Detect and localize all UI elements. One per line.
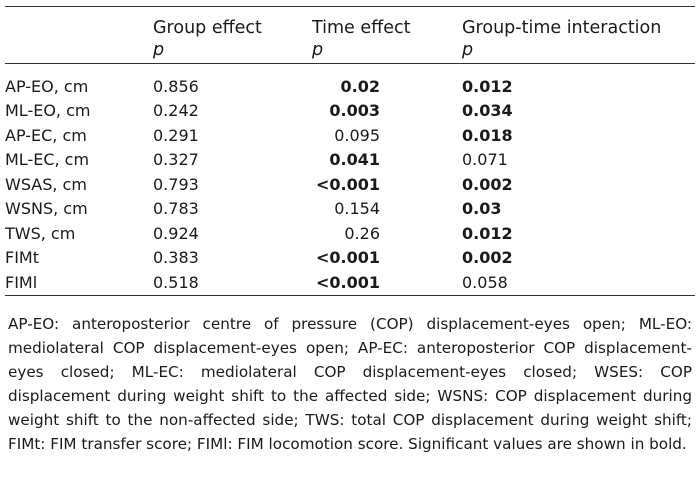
row-label: AP-EC, cm bbox=[5, 125, 87, 145]
table-row: ML-EC, cm 0.327 0.041 0.071 bbox=[5, 148, 695, 173]
interaction-value: 0.018 bbox=[462, 125, 513, 145]
time-effect-cell: 0.26 bbox=[312, 221, 462, 246]
header-time-effect-p: p bbox=[312, 40, 324, 60]
time-effect-value: 0.041 bbox=[329, 150, 380, 170]
group-effect-value: 0.856 bbox=[153, 76, 199, 96]
table-row: WSAS, cm 0.793 <0.001 0.002 bbox=[5, 172, 695, 197]
table-row: FIMl 0.518 <0.001 0.058 bbox=[5, 270, 695, 295]
time-effect-cell: 0.003 bbox=[312, 99, 462, 124]
table-row: ML-EO, cm 0.242 0.003 0.034 bbox=[5, 99, 695, 124]
row-label: FIMl bbox=[5, 272, 38, 292]
group-effect-value: 0.242 bbox=[153, 101, 199, 121]
row-label: TWS, cm bbox=[5, 223, 76, 243]
top-rule bbox=[5, 6, 695, 7]
header-interaction-label: Group-time interaction bbox=[462, 18, 662, 38]
header-group-effect-label: Group effect bbox=[153, 18, 262, 38]
interaction-value: 0.058 bbox=[462, 272, 508, 292]
header-time-effect-label: Time effect bbox=[312, 18, 411, 38]
row-label: WSNS, cm bbox=[5, 199, 88, 219]
time-effect-cell: 0.154 bbox=[312, 197, 462, 222]
group-effect-value: 0.793 bbox=[153, 174, 199, 194]
time-effect-cell: 0.041 bbox=[312, 148, 462, 173]
table-footnote: AP-EO: anteroposterior centre of pressur… bbox=[8, 314, 692, 453]
header-rule bbox=[5, 63, 695, 64]
table-row: TWS, cm 0.924 0.26 0.012 bbox=[5, 221, 695, 246]
time-effect-cell: <0.001 bbox=[312, 270, 462, 295]
row-label: ML-EO, cm bbox=[5, 101, 91, 121]
time-effect-value: <0.001 bbox=[315, 248, 380, 268]
interaction-value: 0.034 bbox=[462, 101, 513, 121]
time-effect-value: 0.02 bbox=[340, 76, 380, 96]
group-effect-value: 0.291 bbox=[153, 125, 199, 145]
time-effect-cell: 0.095 bbox=[312, 123, 462, 148]
bottom-rule bbox=[5, 294, 695, 296]
time-effect-value: 0.26 bbox=[344, 223, 380, 243]
group-effect-value: 0.783 bbox=[153, 199, 199, 219]
table-row: FIMt 0.383 <0.001 0.002 bbox=[5, 246, 695, 271]
interaction-value: 0.012 bbox=[462, 76, 513, 96]
time-effect-cell: 0.02 bbox=[312, 74, 462, 99]
interaction-value: 0.002 bbox=[462, 174, 513, 194]
row-label: WSAS, cm bbox=[5, 174, 87, 194]
interaction-value: 0.012 bbox=[462, 223, 513, 243]
table-row: AP-EC, cm 0.291 0.095 0.018 bbox=[5, 123, 695, 148]
header-interaction: Group-time interaction p bbox=[462, 17, 661, 61]
interaction-value: 0.071 bbox=[462, 150, 508, 170]
time-effect-value: 0.095 bbox=[334, 125, 380, 145]
time-effect-cell: <0.001 bbox=[312, 172, 462, 197]
group-effect-value: 0.518 bbox=[153, 272, 199, 292]
group-effect-value: 0.924 bbox=[153, 223, 199, 243]
header-interaction-p: p bbox=[462, 40, 474, 60]
interaction-value: 0.002 bbox=[462, 248, 513, 268]
header-group-effect-p: p bbox=[153, 40, 165, 60]
group-effect-value: 0.327 bbox=[153, 150, 199, 170]
header-time-effect: Time effect p bbox=[312, 17, 410, 61]
time-effect-value: 0.003 bbox=[329, 101, 380, 121]
row-label: ML-EC, cm bbox=[5, 150, 90, 170]
table-row: WSNS, cm 0.783 0.154 0.03 bbox=[5, 197, 695, 222]
time-effect-value: 0.154 bbox=[334, 199, 380, 219]
group-effect-value: 0.383 bbox=[153, 248, 199, 268]
time-effect-cell: <0.001 bbox=[312, 246, 462, 271]
interaction-value: 0.03 bbox=[462, 199, 502, 219]
table-row: AP-EO, cm 0.856 0.02 0.012 bbox=[5, 74, 695, 99]
time-effect-value: <0.001 bbox=[315, 272, 380, 292]
results-table: Group effect p Time effect p Group-time … bbox=[5, 6, 695, 456]
table-header: Group effect p Time effect p Group-time … bbox=[5, 7, 695, 63]
row-label: AP-EO, cm bbox=[5, 76, 89, 96]
header-group-effect: Group effect p bbox=[153, 17, 262, 61]
data-table: AP-EO, cm 0.856 0.02 0.012 ML-EO, cm 0.242 0.0… bbox=[5, 74, 695, 295]
row-label: FIMt bbox=[5, 248, 39, 268]
time-effect-value: <0.001 bbox=[315, 174, 380, 194]
